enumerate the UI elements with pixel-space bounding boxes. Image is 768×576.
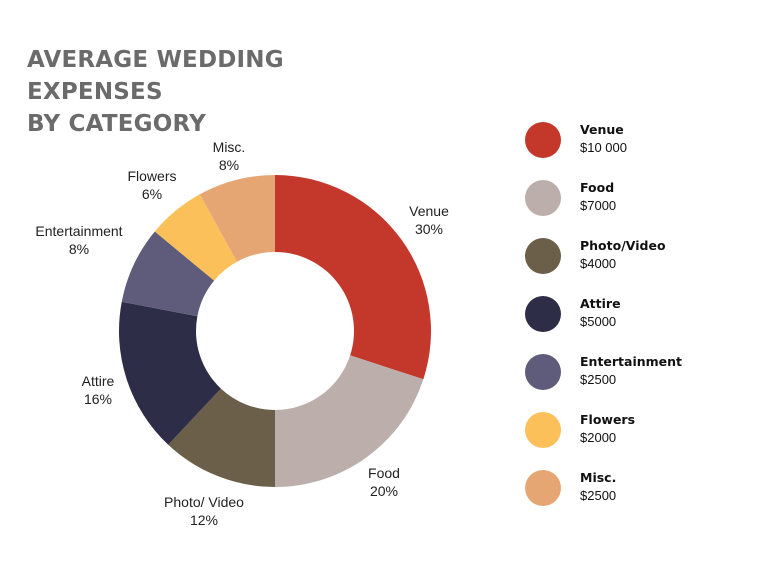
legend-value-entertainment: $2500	[580, 372, 617, 387]
legend-swatch-photo-video	[525, 238, 561, 274]
legend-value-venue: $10 000	[580, 140, 627, 155]
slice-pct-entertainment: 8%	[69, 241, 89, 257]
legend-name-flowers: Flowers	[580, 412, 636, 427]
legend-item-entertainment: Entertainment $2500	[523, 344, 743, 402]
legend-value-attire: $5000	[580, 314, 617, 329]
legend-item-attire: Attire $5000	[523, 286, 743, 344]
legend-swatch-entertainment	[525, 354, 561, 390]
legend-name-misc: Misc.	[580, 470, 617, 485]
legend-value-photo-video: $4000	[580, 256, 617, 271]
chart-title-line-1: AVERAGE WEDDING EXPENSES	[27, 47, 284, 105]
slice-pct-misc: 8%	[219, 157, 239, 173]
slice-label-flowers: Flowers	[127, 168, 176, 184]
slice-label-photo-video: Photo/ Video	[164, 494, 244, 510]
slice-label-misc: Misc.	[213, 139, 246, 155]
slice-pct-food: 20%	[370, 483, 398, 499]
legend-name-attire: Attire	[580, 296, 621, 311]
slice-photo-video	[168, 388, 275, 487]
slice-label-attire: Attire	[82, 373, 115, 389]
legend-swatch-venue	[525, 122, 561, 158]
legend: Venue $10 000 Food $7000 Photo/Video $40…	[523, 112, 743, 518]
slice-attire	[119, 301, 221, 445]
slice-misc	[199, 175, 275, 262]
legend-item-flowers: Flowers $2000	[523, 402, 743, 460]
chart-title: AVERAGE WEDDING EXPENSES BY CATEGORY	[27, 44, 427, 140]
legend-name-entertainment: Entertainment	[580, 354, 683, 369]
legend-name-food: Food	[580, 180, 615, 195]
slice-pct-attire: 16%	[84, 391, 112, 407]
slice-label-venue: Venue	[409, 203, 449, 219]
legend-value-flowers: $2000	[580, 430, 617, 445]
legend-name-photo-video: Photo/Video	[580, 238, 666, 253]
legend-name-venue: Venue	[580, 122, 624, 137]
slice-pct-flowers: 6%	[142, 186, 162, 202]
slice-pct-photo-video: 12%	[190, 512, 218, 528]
legend-swatch-misc	[525, 470, 561, 506]
legend-item-misc: Misc. $2500	[523, 460, 743, 518]
legend-swatch-food	[525, 180, 561, 216]
slice-entertainment	[121, 231, 215, 317]
slice-label-food: Food	[368, 465, 400, 481]
legend-swatch-flowers	[525, 412, 561, 448]
legend-item-venue: Venue $10 000	[523, 112, 743, 170]
chart-title-line-2: BY CATEGORY	[27, 111, 206, 137]
slice-pct-venue: 30%	[415, 221, 443, 237]
slice-venue	[275, 175, 431, 380]
slice-flowers	[154, 194, 237, 281]
slice-label-entertainment: Entertainment	[35, 223, 122, 239]
legend-item-photo-video: Photo/Video $4000	[523, 228, 743, 286]
legend-value-food: $7000	[580, 198, 617, 213]
slice-food	[275, 355, 424, 487]
legend-item-food: Food $7000	[523, 170, 743, 228]
legend-swatch-attire	[525, 296, 561, 332]
legend-value-misc: $2500	[580, 488, 617, 503]
